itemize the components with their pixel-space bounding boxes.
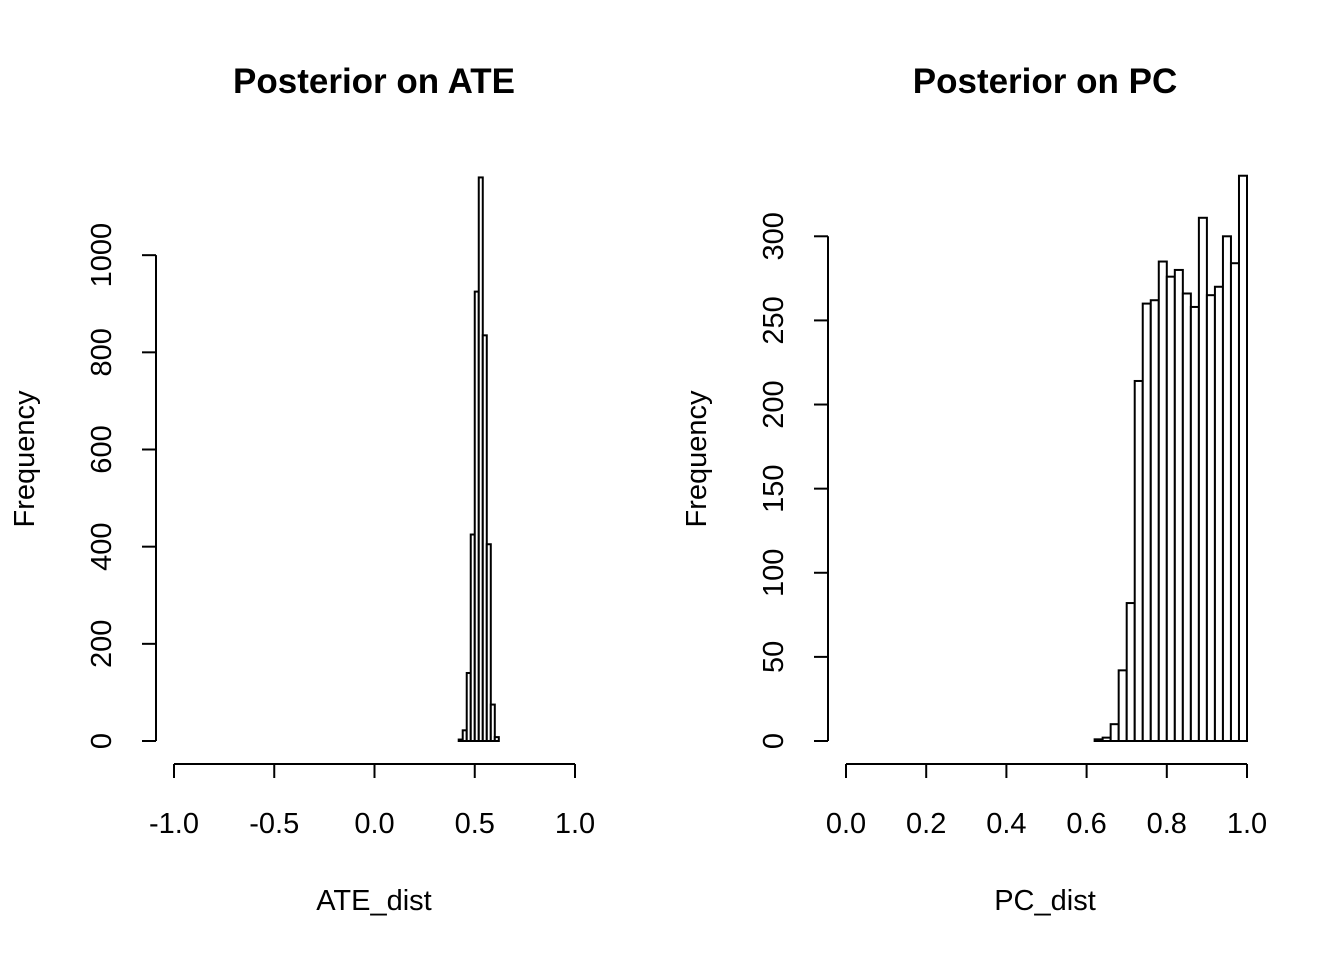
histogram-bar bbox=[485, 543, 492, 742]
x-tick-label: 0.2 bbox=[906, 808, 946, 840]
y-tick-label: 100 bbox=[758, 549, 790, 597]
x-tick-label: 0.5 bbox=[455, 808, 495, 840]
histogram-bar bbox=[1229, 262, 1240, 742]
histogram-bar bbox=[1221, 235, 1232, 742]
x-tick-label: 0.6 bbox=[1066, 808, 1106, 840]
pc-histogram-panel: Posterior on PC PC_dist Frequency 0.0 0.2… bbox=[681, 62, 1267, 917]
x-tick-label: -0.5 bbox=[249, 808, 299, 840]
y-tick-label: 0 bbox=[758, 733, 790, 749]
y-tick-label: 0 bbox=[86, 733, 118, 749]
histogram-bar bbox=[1189, 305, 1200, 742]
x-axis-label: ATE_dist bbox=[316, 885, 432, 917]
y-tick-label: 1000 bbox=[86, 223, 118, 288]
chart-title: Posterior on PC bbox=[913, 62, 1177, 101]
y-axis-label: Frequency bbox=[681, 390, 713, 528]
y-tick-label: 50 bbox=[758, 641, 790, 673]
histogram-bar bbox=[1133, 379, 1144, 742]
histogram-bar bbox=[1213, 285, 1224, 742]
histogram-bar bbox=[1197, 216, 1208, 743]
y-tick-label: 800 bbox=[86, 328, 118, 376]
histogram-bar bbox=[493, 736, 500, 743]
x-tick-label: 0.0 bbox=[826, 808, 866, 840]
y-tick-label: 200 bbox=[758, 380, 790, 428]
histogram-bar bbox=[489, 703, 496, 742]
axes-group: -1.0 -0.5 0.0 0.5 1.0 0 200 400 600 800 1000 bbox=[86, 223, 595, 840]
histogram-bar bbox=[1141, 302, 1152, 742]
histogram-bar bbox=[1157, 260, 1168, 742]
chart-title: Posterior on ATE bbox=[233, 62, 515, 101]
histogram-bar bbox=[1125, 602, 1136, 742]
y-tick-label: 300 bbox=[758, 212, 790, 260]
y-tick-label: 250 bbox=[758, 296, 790, 344]
axes-group: 0.0 0.2 0.4 0.6 0.8 1.0 0 50 100 150 200 250 300 bbox=[758, 212, 1267, 840]
y-tick-label: 600 bbox=[86, 425, 118, 473]
histogram-bar bbox=[1109, 723, 1120, 742]
x-tick-label: -1.0 bbox=[149, 808, 199, 840]
x-axis-label: PC_dist bbox=[994, 885, 1096, 917]
histogram-bar bbox=[1237, 174, 1248, 742]
histogram-bar bbox=[1149, 299, 1160, 742]
ate-histogram-panel: Posterior on ATE ATE_dist Frequency -1.0… bbox=[9, 62, 595, 917]
histogram-bar bbox=[1117, 669, 1128, 743]
histogram-bar bbox=[1181, 292, 1192, 742]
bars-group bbox=[457, 176, 500, 743]
x-tick-label: 0.8 bbox=[1147, 808, 1187, 840]
y-tick-label: 400 bbox=[86, 522, 118, 570]
bars-group bbox=[1093, 174, 1248, 743]
histogram-bar bbox=[1205, 294, 1216, 742]
histogram-bar bbox=[1093, 738, 1104, 742]
x-tick-label: 0.0 bbox=[354, 808, 394, 840]
y-tick-label: 150 bbox=[758, 464, 790, 512]
x-tick-label: 1.0 bbox=[1227, 808, 1267, 840]
histogram-bar bbox=[1173, 268, 1184, 742]
x-tick-label: 1.0 bbox=[555, 808, 595, 840]
histogram-bar bbox=[481, 334, 488, 742]
x-tick-label: 0.4 bbox=[986, 808, 1026, 840]
histogram-bar bbox=[1101, 736, 1112, 743]
y-tick-label: 200 bbox=[86, 620, 118, 668]
y-axis-label: Frequency bbox=[9, 390, 41, 528]
histogram-bar bbox=[1165, 275, 1176, 742]
